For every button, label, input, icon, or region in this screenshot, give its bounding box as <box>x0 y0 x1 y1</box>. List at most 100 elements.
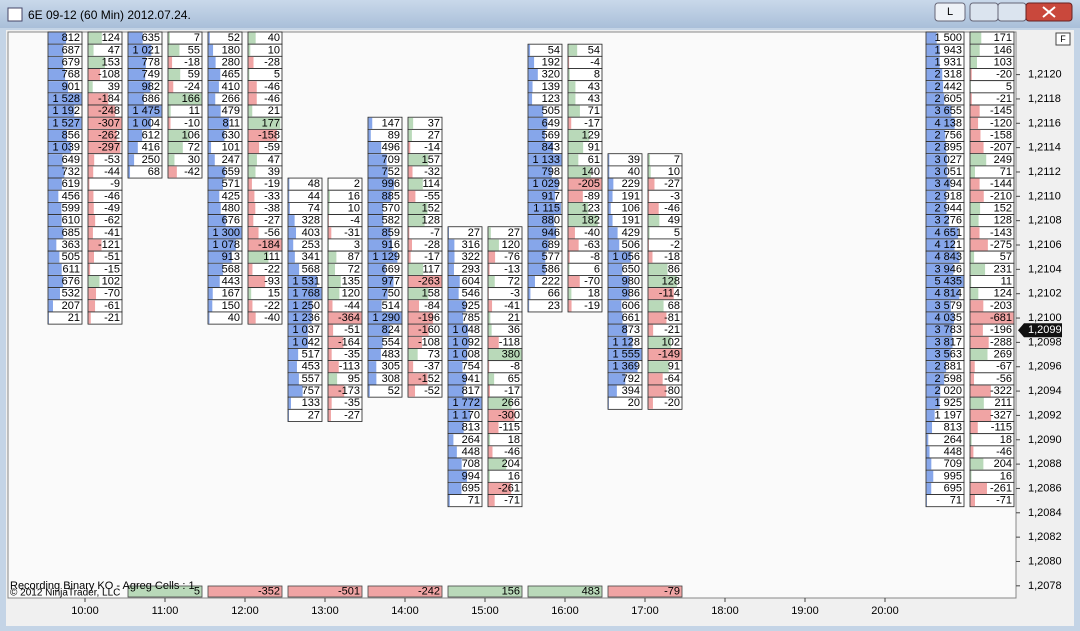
volume-bar <box>208 154 215 166</box>
delta-bar <box>568 178 602 190</box>
delta-bar <box>88 142 121 154</box>
f-button[interactable] <box>1055 32 1071 46</box>
volume-bar <box>926 239 955 251</box>
delta-bar <box>408 239 413 251</box>
volume-bar <box>368 385 370 397</box>
delta-label: 27 <box>508 227 520 239</box>
volume-bar <box>926 458 932 470</box>
delta-bar <box>248 178 252 190</box>
volume-bar <box>48 44 64 56</box>
volume-label: 686 <box>142 93 160 105</box>
y-tick-label: 1,2086 <box>1028 482 1062 494</box>
volume-bar <box>368 263 386 275</box>
volume-label: 1 115 <box>533 202 560 214</box>
delta-bar <box>408 142 411 154</box>
l-button-label[interactable]: L <box>947 6 953 18</box>
volume-label: 977 <box>382 276 400 288</box>
delta-label: -28 <box>264 56 280 68</box>
l-button[interactable] <box>934 2 966 22</box>
volume-bar <box>448 288 459 300</box>
volume-label: 843 <box>542 142 560 154</box>
y-tick-label: 1,2088 <box>1028 458 1062 470</box>
delta-cell <box>969 494 1015 508</box>
volume-bar <box>368 300 382 312</box>
volume-label: 582 <box>382 215 400 227</box>
volume-bar <box>48 190 59 202</box>
delta-label: -67 <box>996 361 1012 373</box>
delta-bar <box>248 56 254 69</box>
volume-cell <box>287 408 323 422</box>
volume-label: 89 <box>388 129 400 141</box>
delta-bar <box>970 300 984 312</box>
delta-bar <box>970 288 979 300</box>
title-bar <box>0 0 1080 28</box>
volume-label: 250 <box>142 154 160 166</box>
volume-label: 619 <box>62 178 80 190</box>
volume-label: 363 <box>62 239 80 251</box>
volume-label: 554 <box>382 336 400 348</box>
delta-bar <box>168 142 183 154</box>
x-tick-label: 10:00 <box>71 605 99 617</box>
volume-label: 71 <box>468 495 480 507</box>
delta-bar <box>488 275 495 288</box>
f-button-label[interactable]: F <box>1060 34 1066 44</box>
volume-bar <box>128 142 138 154</box>
volume-cell <box>527 299 563 313</box>
volume-label: 264 <box>462 434 480 446</box>
volume-bar <box>926 117 955 129</box>
volume-bar <box>208 81 219 93</box>
delta-bar <box>408 348 418 361</box>
delta-label: -207 <box>990 142 1012 154</box>
delta-bar <box>248 312 256 324</box>
volume-bar <box>368 348 381 361</box>
volume-bar <box>128 117 151 129</box>
volume-bar <box>608 385 617 397</box>
volume-label: 1 300 <box>212 227 240 239</box>
last-price-marker <box>1018 323 1062 338</box>
delta-bar <box>248 288 252 300</box>
delta-label: -120 <box>990 117 1012 129</box>
delta-bar <box>648 288 674 300</box>
delta-bar <box>648 312 667 324</box>
volume-bar <box>608 190 613 202</box>
volume-bar <box>608 336 633 348</box>
volume-label: 52 <box>228 32 240 44</box>
volume-bar <box>926 275 964 288</box>
last-price-label: 1,2099 <box>1028 324 1062 336</box>
delta-label: -15 <box>104 263 120 275</box>
maximize-button[interactable] <box>997 2 1027 22</box>
delta-label: -173 <box>338 385 360 397</box>
volume-label: 732 <box>62 166 80 178</box>
volume-label: 757 <box>302 385 320 397</box>
delta-label: 166 <box>182 93 200 105</box>
delta-label: 7 <box>194 32 200 44</box>
delta-bar <box>970 105 980 117</box>
volume-bar <box>528 190 556 202</box>
y-tick-label: 1,2118 <box>1028 93 1061 105</box>
delta-bar <box>970 32 982 44</box>
delta-bar <box>648 227 650 239</box>
delta-label: -70 <box>104 288 120 300</box>
volume-bar <box>608 288 630 300</box>
volume-bar <box>926 69 943 81</box>
volume-bar <box>608 154 610 166</box>
volume-label: 5 435 <box>934 276 962 288</box>
x-tick-label: 12:00 <box>231 605 259 617</box>
volume-label: 750 <box>382 288 400 300</box>
delta-label: 6 <box>594 263 600 275</box>
delta-bar <box>568 166 592 178</box>
volume-label: 982 <box>142 81 160 93</box>
volume-bar <box>208 178 223 190</box>
delta-label: 86 <box>668 263 680 275</box>
volume-label: 557 <box>302 373 320 385</box>
volume-label: 147 <box>382 117 400 129</box>
delta-label: -49 <box>104 202 120 214</box>
minimize-button[interactable] <box>969 2 999 22</box>
delta-bar <box>970 129 981 142</box>
delta-label: 5 <box>674 227 680 239</box>
volume-bar <box>288 336 308 348</box>
volume-bar <box>448 263 454 275</box>
delta-bar <box>248 44 251 56</box>
volume-bar <box>528 275 535 288</box>
delta-label: -19 <box>264 178 280 190</box>
